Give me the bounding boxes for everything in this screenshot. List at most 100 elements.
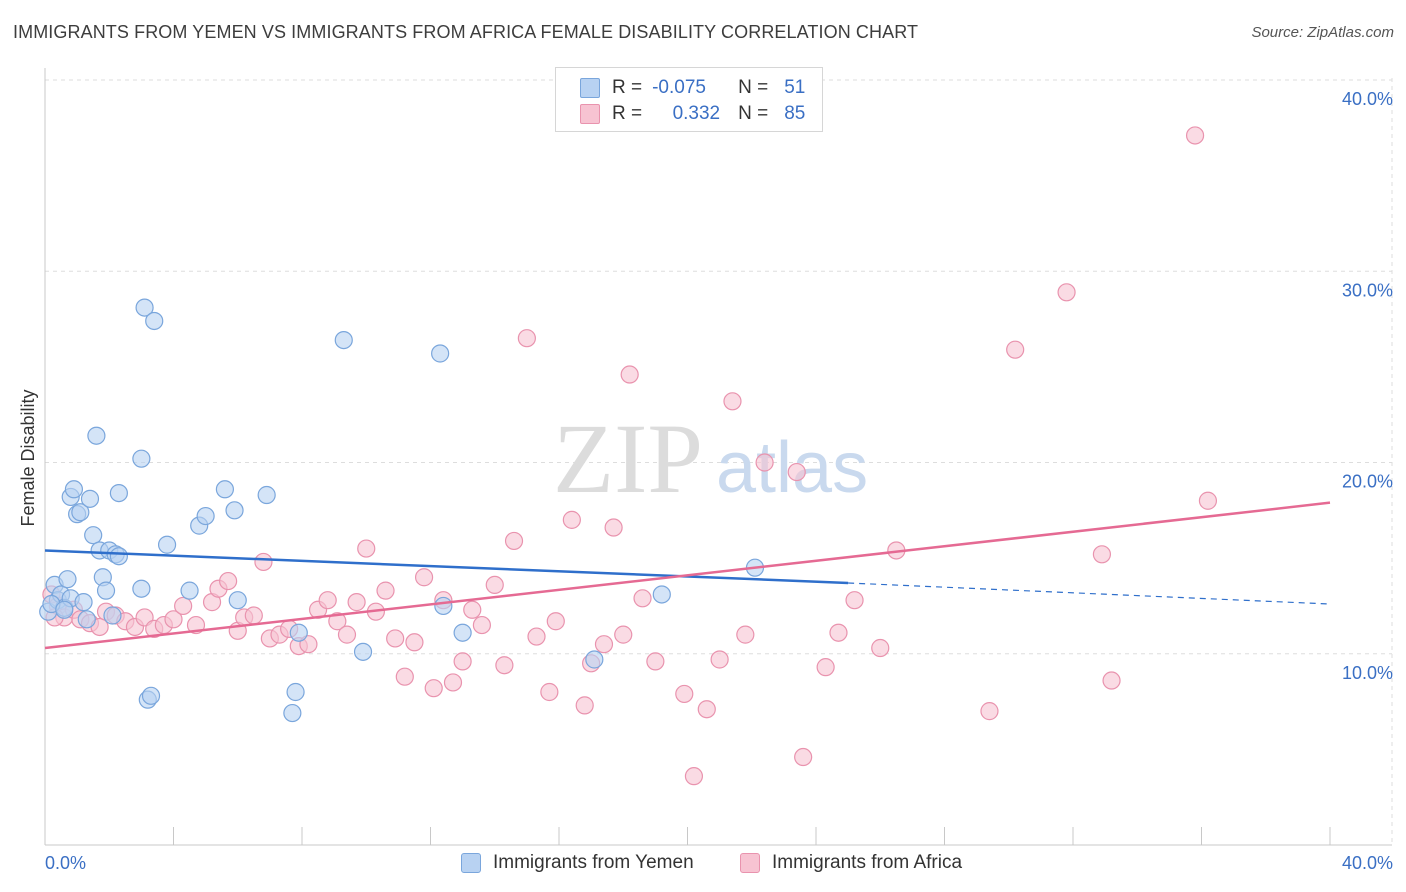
y-tick-label: 10.0% [1342, 663, 1393, 683]
africa-point [1092, 545, 1112, 564]
africa-point [575, 696, 594, 715]
axes [44, 68, 1392, 846]
africa-point [219, 571, 238, 591]
legend-row-africa: R = 0.332 N = 85 [580, 102, 805, 126]
r-label: R = [612, 103, 643, 124]
y-axis-label: Female Disability [18, 389, 38, 526]
africa-point [254, 552, 273, 572]
africa-legend-label: Immigrants from Africa [772, 852, 963, 873]
yemen-point [77, 610, 96, 629]
yemen-point [453, 623, 472, 642]
yemen-point [353, 642, 373, 661]
yemen-point [334, 331, 353, 350]
y-tick-labels: 10.0% 20.0% 30.0% 40.0% [1342, 89, 1393, 683]
r-value: -0.075 [652, 77, 706, 98]
yemen-legend-label: Immigrants from Yemen [493, 852, 694, 873]
africa-point [1102, 671, 1121, 690]
watermark-zip: ZIP [553, 403, 703, 514]
africa-point [1198, 491, 1218, 510]
source-credit: Source: ZipAtlas.com [1251, 24, 1394, 41]
africa-point [376, 581, 395, 600]
africa-legend-swatch [740, 853, 760, 873]
yemen-point [145, 311, 164, 331]
y-tick-label: 30.0% [1342, 280, 1393, 300]
africa-point [357, 539, 376, 558]
yemen-trend-extension [848, 582, 1331, 605]
africa-trend-line [44, 501, 1331, 650]
africa-point [386, 629, 405, 648]
africa-point [414, 568, 434, 587]
yemen-point [215, 480, 234, 499]
africa-point [485, 575, 504, 595]
yemen-point [103, 606, 122, 625]
africa-point [424, 679, 443, 698]
yemen-point [135, 298, 154, 317]
yemen-point [283, 703, 302, 723]
africa-point [736, 625, 755, 644]
yemen-point [58, 570, 77, 589]
africa-point [504, 531, 524, 551]
yemen-point [80, 489, 100, 508]
yemen-point [585, 650, 604, 669]
africa-point [594, 635, 614, 654]
africa-point [710, 650, 729, 669]
yemen-point [84, 526, 103, 545]
africa-point [517, 329, 536, 348]
africa-point [562, 510, 581, 529]
africa-point [871, 638, 890, 658]
africa-point [337, 625, 357, 644]
yemen-point [132, 449, 151, 468]
y-tick-label: 40.0% [1342, 89, 1393, 109]
africa-point [174, 596, 193, 616]
africa-point [1185, 126, 1205, 145]
africa-point [787, 462, 806, 482]
africa-point [604, 518, 623, 537]
yemen-points [39, 298, 765, 723]
watermark: ZIP atlas [553, 403, 868, 514]
africa-point [443, 673, 463, 692]
africa-point [546, 612, 565, 631]
africa-point [697, 700, 716, 719]
yemen-point [64, 480, 84, 499]
yemen-point [132, 579, 151, 598]
africa-point [463, 600, 482, 619]
africa-swatch [580, 104, 600, 124]
yemen-point [431, 344, 450, 363]
yemen-point [109, 547, 128, 566]
legend-row-yemen: R = -0.075 N = 51 [580, 76, 805, 100]
yemen-point [434, 596, 453, 616]
yemen-point [228, 591, 247, 610]
n-value: 51 [784, 77, 806, 98]
africa-points [42, 126, 1218, 786]
series-legend-africa: Immigrants from Africa [740, 852, 962, 874]
r-value: 0.332 [672, 103, 721, 124]
africa-point [723, 392, 742, 411]
yemen-swatch [580, 78, 600, 98]
africa-point [472, 615, 491, 635]
africa-point [845, 591, 864, 610]
africa-point [614, 625, 633, 644]
yemen-point [141, 686, 161, 705]
y-tick-label: 20.0% [1342, 472, 1393, 492]
africa-point [495, 656, 514, 675]
series-legend-yemen: Immigrants from Yemen [461, 852, 694, 874]
yemen-legend-swatch [461, 853, 481, 873]
africa-point [244, 606, 263, 625]
yemen-point [180, 581, 199, 600]
africa-point [164, 610, 183, 629]
n-label: N = [738, 103, 769, 124]
n-label: N = [738, 77, 769, 98]
africa-point [675, 684, 694, 704]
yemen-point [157, 535, 177, 554]
correlation-legend: R = -0.075 N = 51 R = 0.332 N = 85 [555, 67, 823, 132]
r-label: R = [612, 77, 643, 98]
yemen-point [286, 682, 305, 702]
yemen-point [87, 426, 106, 445]
africa-point [980, 702, 999, 721]
africa-point [829, 623, 848, 642]
africa-point [816, 658, 835, 677]
africa-point [405, 633, 424, 652]
africa-point [318, 591, 337, 610]
yemen-point [652, 585, 671, 604]
